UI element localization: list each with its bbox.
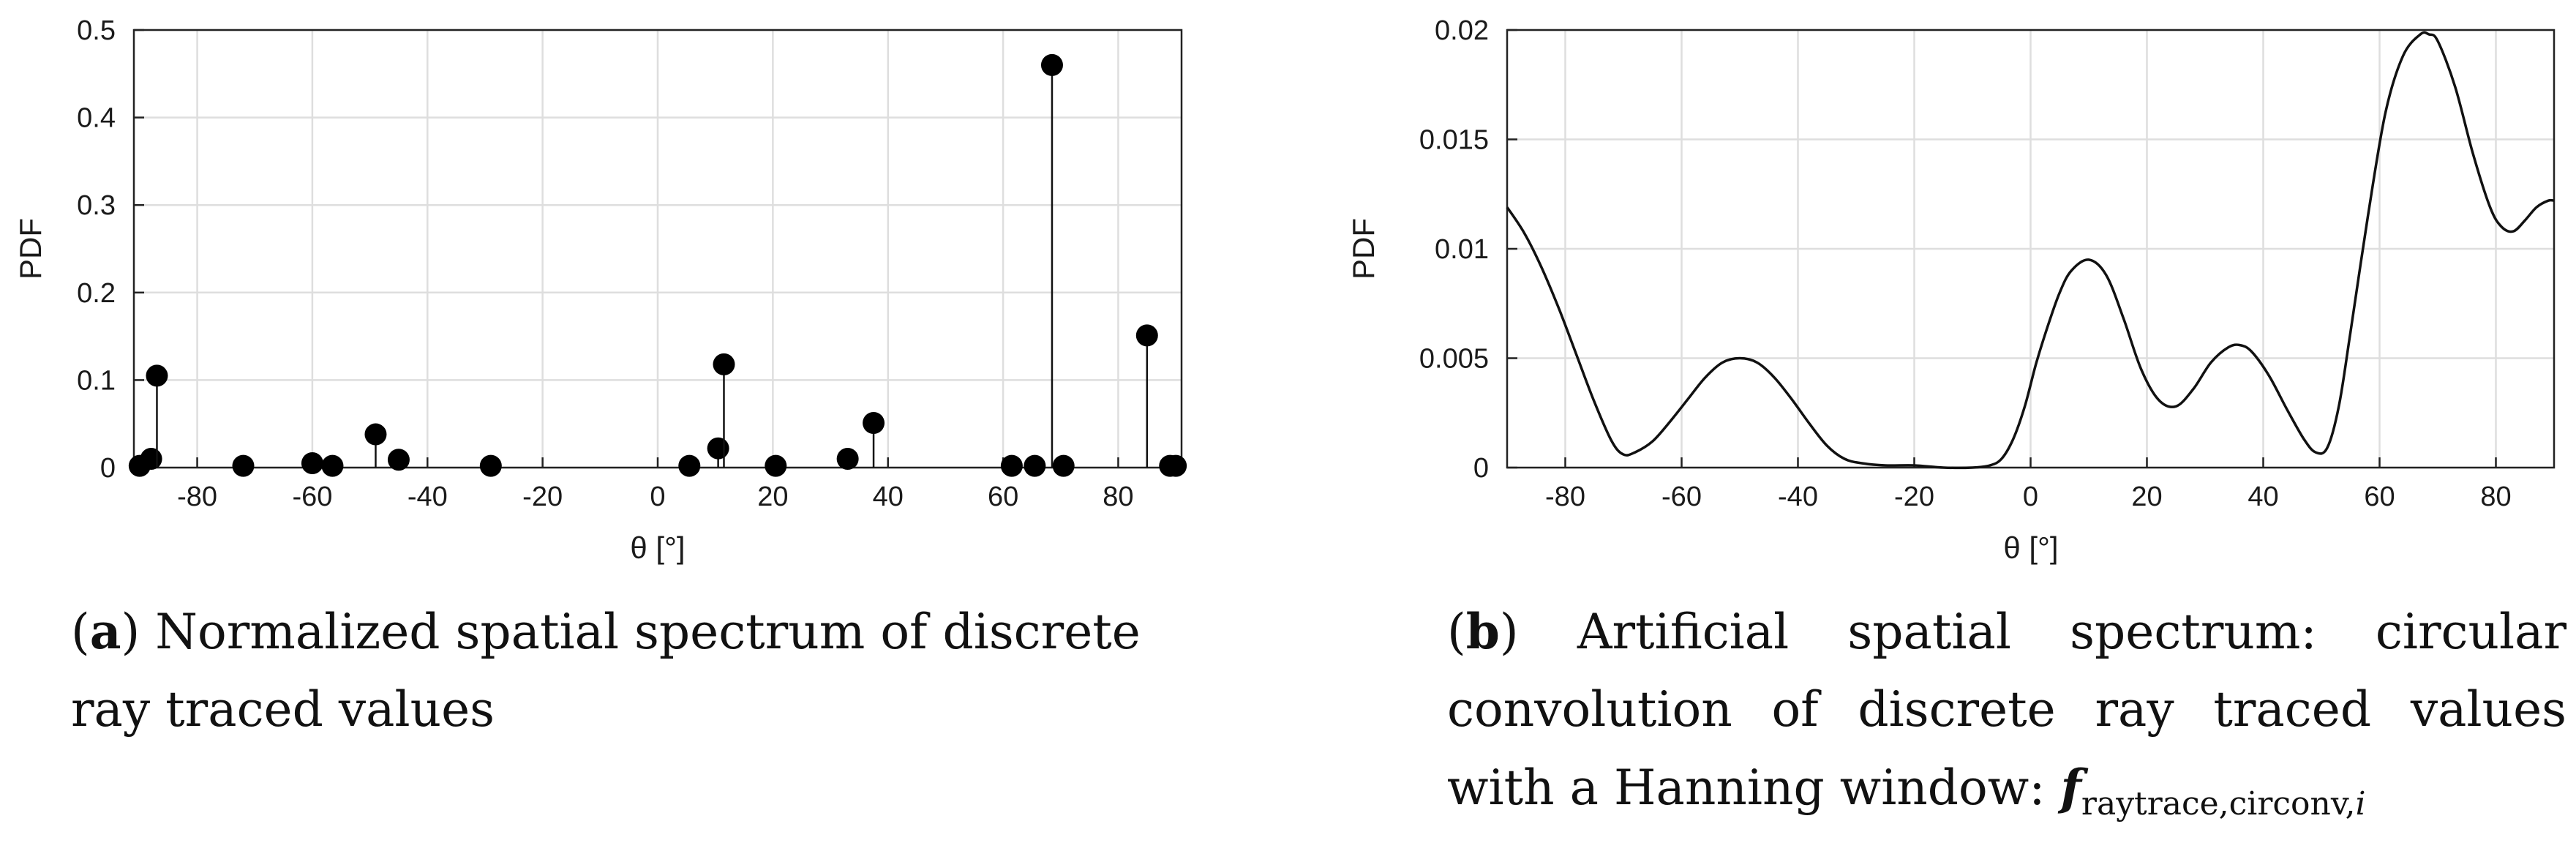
stem-marker (713, 353, 735, 375)
stem-marker (146, 364, 168, 387)
stem-marker (321, 454, 344, 477)
panel-a-y-ticks: 0 0.1 0.2 0.3 0.4 0.5 (77, 15, 144, 484)
b-x-tick-label: 60 (2364, 482, 2395, 512)
b-y-tick-label: 0.01 (1435, 234, 1489, 265)
panel-b-y-axis-label: PDF (1346, 218, 1381, 280)
b-x-tick-label: 20 (2131, 482, 2162, 512)
stem-marker (678, 454, 701, 477)
b-x-tick-label: -60 (1661, 482, 1702, 512)
stem-marker (140, 448, 162, 471)
b-y-tick-label: 0 (1473, 453, 1489, 484)
panel-b-x-axis-label: θ [°] (2003, 531, 2058, 565)
a-x-tick-label: 0 (650, 482, 665, 512)
panel-b-y-ticks: 0 0.005 0.01 0.015 0.02 (1419, 15, 1517, 484)
b-x-tick-label: 40 (2248, 482, 2278, 512)
a-x-tick-label: -40 (408, 482, 448, 512)
a-x-tick-label: 40 (873, 482, 904, 512)
stem-marker (1024, 454, 1046, 477)
a-x-tick-label: -20 (522, 482, 563, 512)
caption-b-label: b (1465, 603, 1500, 660)
stem-marker (364, 423, 387, 446)
stem-marker (1000, 454, 1023, 477)
panel-a-x-ticks: -80 -60 -40 -20 0 20 40 60 80 (177, 457, 1134, 512)
stem-marker (1052, 454, 1075, 477)
a-y-tick-label: 0.3 (77, 190, 116, 221)
stem-marker (301, 452, 323, 475)
b-y-tick-label: 0.02 (1435, 15, 1489, 46)
caption-b-text: Artificial spatial spectrum: circular co… (1447, 604, 2566, 816)
b-y-tick-label: 0.015 (1419, 125, 1489, 156)
a-y-tick-label: 0.2 (77, 278, 116, 309)
panel-a-stems (128, 53, 1187, 477)
a-y-tick-label: 0 (100, 453, 116, 484)
a-x-tick-label: 60 (988, 482, 1018, 512)
stem-marker (707, 437, 729, 460)
stem-marker (863, 412, 885, 435)
stem-marker (1165, 454, 1187, 477)
panel-b-chart: -80 -60 -40 -20 0 20 40 60 80 0 0.005 0.01 0.015 0.0… (1346, 15, 2556, 565)
a-y-tick-label: 0.4 (77, 103, 116, 134)
panel-b-x-ticks: -80 -60 -40 -20 0 20 40 60 80 (1545, 457, 2512, 512)
a-x-tick-label: 80 (1103, 482, 1133, 512)
panel-a-x-axis-label: θ [°] (630, 531, 685, 565)
panel-a-grid (134, 29, 1182, 469)
a-y-tick-label: 0.5 (77, 15, 116, 46)
panel-b-grid (1507, 29, 2554, 469)
caption-b-subscript-text: raytrace,circonv, (2081, 785, 2356, 823)
b-x-tick-label: 0 (2023, 482, 2038, 512)
panel-b-series-line (1506, 31, 2555, 470)
caption-a: (a) Normalized spatial spectrum of discr… (71, 603, 1141, 738)
caption-b-subscript: raytrace,circonv,i (2081, 785, 2366, 823)
caption-b: (b) Artificial spatial spectrum: circula… (1447, 603, 2566, 823)
a-y-tick-label: 0.1 (77, 365, 116, 396)
b-x-tick-label: 80 (2480, 482, 2511, 512)
b-x-tick-label: -40 (1778, 482, 1818, 512)
stem-marker (387, 449, 410, 471)
b-y-tick-label: 0.005 (1419, 344, 1489, 375)
caption-a-label: a (89, 603, 121, 660)
stem-marker (1135, 324, 1158, 347)
panel-a-y-axis-label: PDF (13, 218, 48, 280)
a-x-tick-label: -60 (292, 482, 332, 512)
stem-marker (479, 454, 502, 477)
stem-marker (765, 454, 787, 477)
b-x-tick-label: -20 (1894, 482, 1934, 512)
stem-marker (1040, 53, 1063, 76)
caption-b-symbol: f (2060, 759, 2081, 816)
stem-marker (836, 448, 859, 471)
panel-a-chart: -80 -60 -40 -20 0 20 40 60 80 0 0.1 0.2 0.3 0.4 0.5 θ… (13, 15, 1187, 565)
a-x-tick-label: -80 (177, 482, 217, 512)
caption-b-subscript-index: i (2355, 785, 2366, 823)
a-x-tick-label: 20 (757, 482, 788, 512)
stem-marker (232, 454, 255, 477)
caption-a-text: Normalized spatial spectrum of discrete … (71, 604, 1141, 738)
b-x-tick-label: -80 (1545, 482, 1585, 512)
